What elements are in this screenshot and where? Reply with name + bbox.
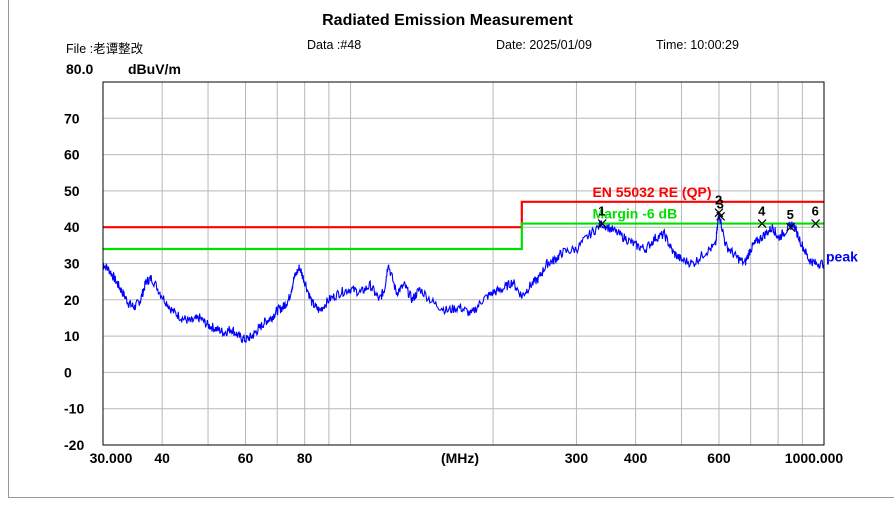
y-tick-label: 60 [64,147,80,163]
y-tick-label: 10 [64,328,80,344]
marker-label-4: 4 [758,204,766,219]
limit-line-2 [103,222,824,251]
y-tick-label: 70 [64,110,80,126]
marker-x-6 [811,219,821,228]
limit-line-1 [103,200,824,229]
y-tick-label: 80.0 [66,61,93,77]
y-tick-label: 50 [64,183,80,199]
x-tick-label: 40 [154,450,170,466]
series-label: peak [826,249,858,265]
marker-x-3 [716,211,726,221]
series-layer: peak [102,214,858,344]
file-label: File :老谭整改 [66,42,144,56]
x-tick-label: 1000.000 [785,450,844,466]
marker-label-6: 6 [812,204,819,219]
data-number: Data :#48 [307,38,362,52]
limit-label-1: EN 55032 RE (QP) [592,184,711,200]
y-axis-label: dBuV/m [128,61,181,77]
chart-title: Radiated Emission Measurement [322,12,573,29]
y-tick-label: 30 [64,256,80,272]
x-tick-label: 300 [565,450,589,466]
date-label: Date: 2025/01/09 [496,38,592,52]
y-tick-label: 40 [64,219,80,235]
x-tick-label: 600 [707,450,731,466]
plot-border [102,81,825,446]
x-tick-label: 60 [238,450,254,466]
grid [103,82,824,445]
y-tick-label: 20 [64,292,80,308]
limit-label-2: Margin -6 dB [592,206,677,222]
marker-label-1: 1 [598,204,605,219]
x-tick-label: 80 [297,450,313,466]
limit-lines: EN 55032 RE (QP) Margin -6 dB [103,184,824,251]
time-label: Time: 10:00:29 [656,38,739,52]
marker-label-3: 3 [717,196,724,211]
marker-label-5: 5 [787,207,794,222]
marker-x-5 [786,222,796,232]
figure-frame [8,0,894,498]
y-tick-label: 0 [64,364,72,380]
marker-x-1 [597,219,607,228]
marker-label-2: 2 [715,193,722,208]
peak-markers: 123 4 5 6 [597,193,821,232]
y-tick-label: -20 [64,437,84,453]
x-tick-label: 400 [624,450,648,466]
x-axis-label: (MHz) [441,450,479,466]
tick-labels: 80.0 70 60 50 40 30 20 10 0 -10 -20 30.000 40 60 80 300… [64,61,843,466]
x-tick-label: 30.000 [90,450,133,466]
marker-x-4 [757,219,767,228]
y-tick-label: -10 [64,401,84,417]
series-line-peak [102,214,825,344]
